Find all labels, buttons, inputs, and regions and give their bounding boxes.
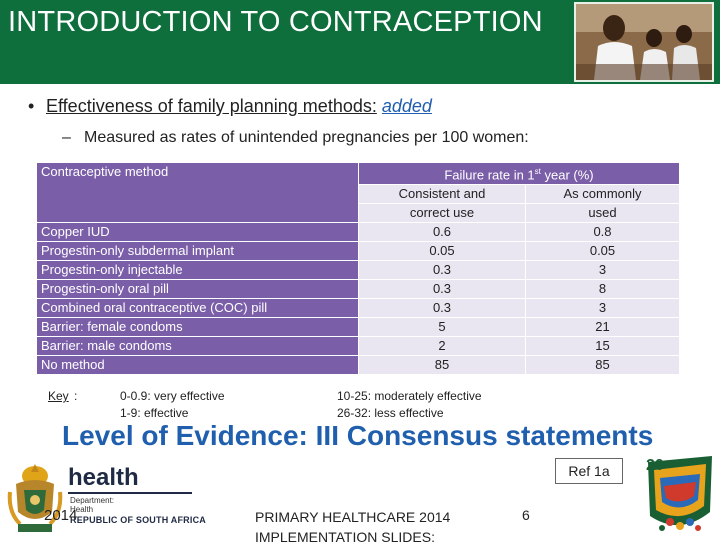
method-cell: Progestin-only injectable — [36, 260, 359, 281]
table-row: Barrier: male condoms 2 15 — [36, 336, 680, 357]
key-colon: : — [74, 389, 78, 403]
footer-title: PRIMARY HEALTHCARE 2014 IMPLEMENTATION S… — [255, 509, 451, 545]
level-of-evidence: Level of Evidence: III Consensus stateme… — [62, 420, 654, 451]
method-cell: Barrier: male condoms — [36, 336, 359, 357]
common-value-cell: 15 — [525, 336, 680, 357]
consistent-value-cell: 85 — [358, 355, 526, 376]
failure-rate-table: Contraceptive method Failure rate in 1st… — [36, 161, 680, 376]
common-value-cell: 3 — [525, 298, 680, 319]
key-label: Key — [48, 389, 69, 403]
common-use-header-line2: used — [525, 203, 680, 224]
table-row: Copper IUD 0.6 0.8 — [36, 222, 680, 243]
bullet-measured-text: Measured as rates of unintended pregnanc… — [84, 129, 529, 146]
consistent-value-cell: 0.6 — [358, 222, 526, 243]
common-use-header: As commonly — [525, 184, 680, 205]
table-row: Progestin-only subdermal implant 0.05 0.… — [36, 241, 680, 262]
health-wordmark: health — [68, 464, 139, 491]
table-row: Progestin-only oral pill 0.3 8 — [36, 279, 680, 300]
dash-icon: – — [62, 129, 71, 146]
reference-box: Ref 1a — [555, 458, 623, 484]
slide-title: INTRODUCTION TO CONTRACEPTION — [8, 6, 543, 38]
method-cell: Progestin-only subdermal implant — [36, 241, 359, 262]
key-item-moderately-effective: 10-25: moderately effective — [337, 389, 482, 403]
method-column-header: Contraceptive method — [36, 161, 359, 224]
common-value-cell: 0.05 — [525, 241, 680, 262]
consistent-value-cell: 2 — [358, 336, 526, 357]
nurse-with-children-photo — [574, 2, 714, 82]
bullet-added-text: added — [381, 96, 432, 116]
common-value-cell: 8 — [525, 279, 680, 300]
common-value-cell: 85 — [525, 355, 680, 376]
consistent-use-header-line2: correct use — [358, 203, 526, 224]
consistent-value-cell: 0.3 — [358, 279, 526, 300]
method-cell: No method — [36, 355, 359, 376]
method-cell: Barrier: female condoms — [36, 317, 359, 338]
consistent-value-cell: 0.3 — [358, 260, 526, 281]
common-value-cell: 3 — [525, 260, 680, 281]
method-cell: Progestin-only oral pill — [36, 279, 359, 300]
key-item-effective: 1-9: effective — [120, 406, 189, 420]
page-number: 6 — [522, 507, 530, 523]
department-label: Department: Health — [70, 496, 115, 514]
bullet-effectiveness: • Effectiveness of family planning method… — [28, 96, 432, 117]
consistent-use-header: Consistent and — [358, 184, 526, 205]
table-row: No method 85 85 — [36, 355, 680, 376]
consistent-value-cell: 0.3 — [358, 298, 526, 319]
common-value-cell: 0.8 — [525, 222, 680, 243]
method-cell: Copper IUD — [36, 222, 359, 243]
bullet-dot-icon: • — [28, 96, 35, 116]
header-bar: INTRODUCTION TO CONTRACEPTION — [0, 0, 720, 84]
table-row: Barrier: female condoms 5 21 — [36, 317, 680, 338]
coat-of-arms-icon — [6, 462, 64, 538]
failure-rate-header: Failure rate in 1st year (%) — [358, 161, 680, 186]
common-value-cell: 21 — [525, 317, 680, 338]
method-cell: Combined oral contraceptive (COC) pill — [36, 298, 359, 319]
bullet-effectiveness-text: Effectiveness of family planning methods… — [46, 96, 377, 116]
bullet-measured: – Measured as rates of unintended pregnan… — [62, 129, 529, 147]
key-item-very-effective: 0-0.9: very effective — [120, 389, 225, 403]
footer-year: 2014 — [44, 507, 78, 524]
key-item-less-effective: 26-32: less effective — [337, 406, 444, 420]
consistent-value-cell: 5 — [358, 317, 526, 338]
republic-label: REPUBLIC OF SOUTH AFRICA — [70, 515, 206, 525]
table-row: Combined oral contraceptive (COC) pill 0… — [36, 298, 680, 319]
consistent-value-cell: 0.05 — [358, 241, 526, 262]
20-years-logo-icon: 20 — [640, 452, 718, 538]
svg-text:20: 20 — [646, 457, 664, 474]
table-row: Progestin-only injectable 0.3 3 — [36, 260, 680, 281]
health-divider — [68, 492, 192, 494]
